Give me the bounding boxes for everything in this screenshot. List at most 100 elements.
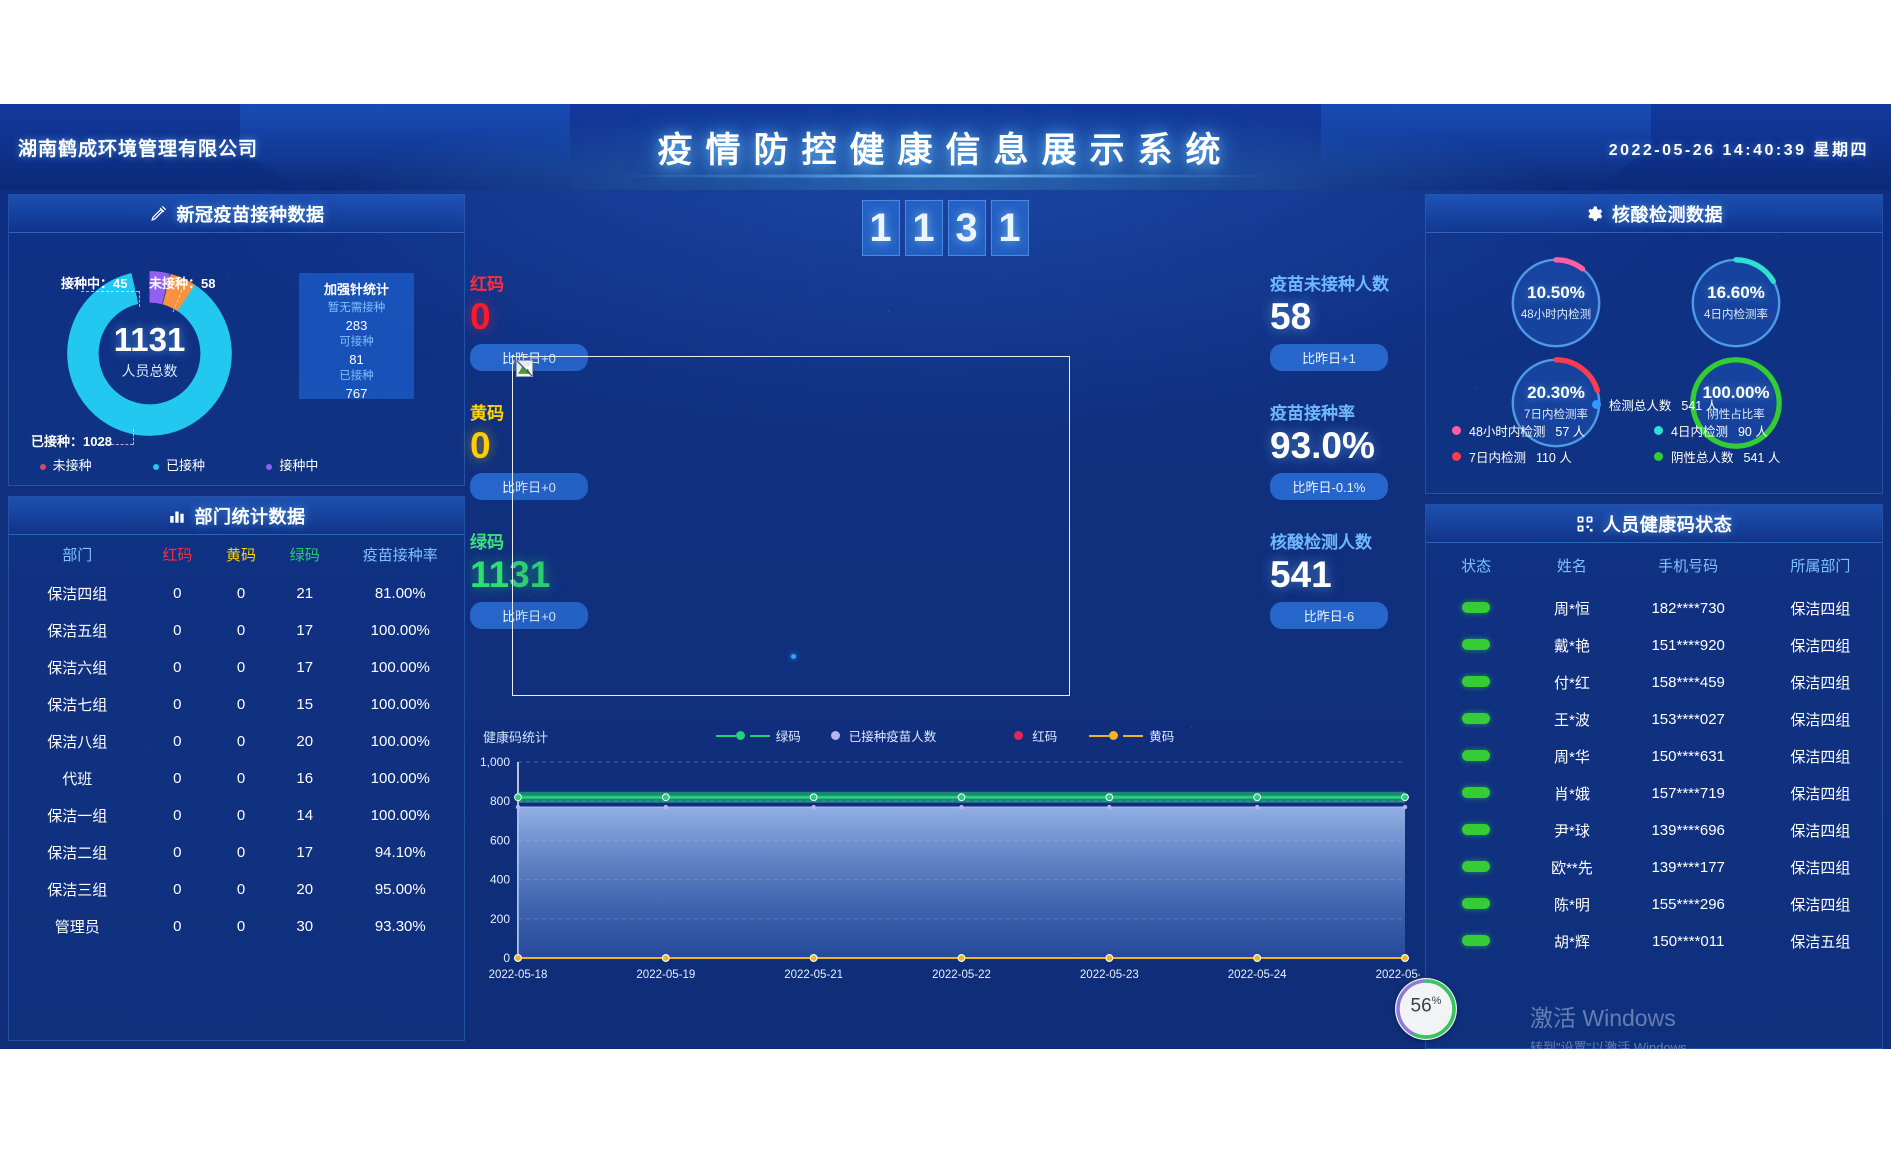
list-item[interactable]: 肖*娥 157****719 保洁四组 bbox=[1426, 775, 1882, 812]
map-visualization-area[interactable] bbox=[512, 356, 1070, 696]
list-item[interactable]: 戴*艳 151****920 保洁四组 bbox=[1426, 627, 1882, 664]
chart-legend-item-vaccinated[interactable]: 已接种疫苗人数 bbox=[830, 726, 936, 745]
nat-legend-label-48h: 48小时内检测 bbox=[1469, 425, 1546, 439]
status-badge bbox=[1462, 639, 1491, 650]
chart-point[interactable] bbox=[811, 804, 816, 810]
vaccine-donut-wrap: 1131 人员总数 接种中：45 未接种：58 已接种：1028 未接种 已接种… bbox=[9, 233, 466, 485]
table-row[interactable]: 保洁二组 0 0 17 94.10% bbox=[9, 834, 464, 871]
chart-point[interactable] bbox=[1253, 793, 1262, 802]
list-item[interactable]: 陈*明 155****296 保洁四组 bbox=[1426, 886, 1882, 923]
qr-code-icon bbox=[1577, 516, 1593, 531]
table-row[interactable]: 保洁三组 0 0 20 95.00% bbox=[9, 871, 464, 908]
metric-unvaccinated-value: 58 bbox=[1270, 296, 1312, 337]
gear-icon bbox=[1588, 206, 1603, 221]
table-row[interactable]: 保洁四组 0 0 21 81.00% bbox=[9, 575, 464, 612]
chart-point[interactable] bbox=[515, 804, 521, 810]
cell-dept: 保洁八组 bbox=[47, 734, 108, 751]
donut-legend-item[interactable]: 未接种 bbox=[39, 455, 92, 474]
metric-yellow-code-value: 0 bbox=[470, 424, 491, 466]
donut-legend-item[interactable]: 已接种 bbox=[152, 455, 205, 474]
booster-key-0: 暂无需接种 bbox=[327, 302, 386, 314]
gauge-4d: 16.60% 4日内检测率 bbox=[1688, 255, 1784, 351]
table-row[interactable]: 保洁八组 0 0 20 100.00% bbox=[9, 723, 464, 760]
download-progress-indicator[interactable]: 56% bbox=[1395, 978, 1457, 1040]
table-row[interactable]: 管理员 0 0 30 93.30% bbox=[9, 908, 464, 945]
list-item[interactable]: 胡*辉 150****011 保洁五组 bbox=[1426, 923, 1882, 960]
cell-red: 0 bbox=[173, 696, 182, 713]
metric-vaccination-rate-label: 疫苗接种率 bbox=[1270, 403, 1355, 423]
chart-point[interactable] bbox=[959, 804, 964, 810]
chart-point[interactable] bbox=[661, 793, 670, 802]
chart-point[interactable] bbox=[661, 954, 670, 962]
booster-title: 加强针统计 bbox=[323, 282, 389, 297]
cell-green: 15 bbox=[296, 696, 314, 713]
cell-phone: 139****177 bbox=[1651, 859, 1725, 876]
progress-ring bbox=[1396, 979, 1456, 1039]
table-row[interactable]: 保洁七组 0 0 15 100.00% bbox=[9, 686, 464, 723]
cell-status bbox=[1426, 590, 1526, 627]
chart-point[interactable] bbox=[809, 954, 818, 962]
nat-panel-title: 核酸检测数据 bbox=[1426, 195, 1882, 233]
dept-stats-panel: 部门统计数据 部门 红码 黄码 绿码 疫苗接种率 保洁四组 0 0 21 81.00% 保… bbox=[8, 496, 465, 1041]
nat-legend-item-total[interactable]: 检测总人数 541 人 bbox=[1591, 395, 1718, 414]
chart-point[interactable] bbox=[1105, 954, 1114, 962]
chart-legend-item-green[interactable]: 绿码 bbox=[715, 726, 801, 745]
chart-legend-item-red[interactable]: 红码 bbox=[1014, 726, 1057, 745]
chart-point[interactable] bbox=[1253, 954, 1262, 962]
list-item[interactable]: 王*波 153****027 保洁四组 bbox=[1426, 701, 1882, 738]
list-item[interactable]: 周*华 150****631 保洁四组 bbox=[1426, 738, 1882, 775]
cell-dept: 保洁五组 bbox=[1790, 934, 1851, 951]
chart-point[interactable] bbox=[514, 954, 522, 962]
left-metric-column: 红码 0 比昨日+0 黄码 0 比昨日+0 绿码 1131 比昨日+0 bbox=[470, 270, 620, 657]
cell-green: 17 bbox=[296, 622, 314, 639]
chart-point[interactable] bbox=[957, 793, 966, 802]
chart-legend-item-yellow[interactable]: 黄码 bbox=[1089, 726, 1174, 745]
list-item[interactable]: 付*红 158****459 保洁四组 bbox=[1426, 664, 1882, 701]
cell-phone: 157****719 bbox=[1651, 785, 1725, 802]
chart-point[interactable] bbox=[663, 804, 669, 810]
chart-point[interactable] bbox=[1107, 804, 1112, 810]
chart-point[interactable] bbox=[809, 793, 818, 802]
health-col-name: 姓名 bbox=[1556, 558, 1587, 575]
booster-value-1: 81 bbox=[349, 351, 364, 367]
cell-green: 20 bbox=[296, 881, 314, 898]
legend-label-vaccinated: 已接种 bbox=[165, 458, 205, 473]
nat-legend-item-4d[interactable]: 4日内检测 90 人 bbox=[1654, 421, 1846, 440]
metric-vaccination-rate-delta: 比昨日-0.1% bbox=[1270, 472, 1388, 500]
cell-dept: 保洁二组 bbox=[47, 845, 108, 862]
chart-point[interactable] bbox=[1254, 804, 1260, 810]
nat-legend-label-total: 检测总人数 bbox=[1608, 399, 1672, 413]
health-col-phone: 手机号码 bbox=[1658, 558, 1719, 575]
metric-green-code: 绿码 1131 比昨日+0 bbox=[470, 528, 620, 629]
list-item[interactable]: 周*恒 182****730 保洁四组 bbox=[1426, 590, 1882, 627]
cell-yellow: 0 bbox=[236, 622, 246, 639]
cell-dept: 保洁五组 bbox=[47, 623, 108, 640]
health-panel-title-text: 人员健康码状态 bbox=[1602, 514, 1733, 535]
chart-point[interactable] bbox=[1402, 804, 1408, 810]
chart-area-fill bbox=[518, 807, 1405, 958]
chart-point[interactable] bbox=[514, 793, 522, 802]
cell-status bbox=[1426, 849, 1526, 886]
table-row[interactable]: 代班 0 0 16 100.00% bbox=[9, 760, 464, 797]
y-axis-tick-label: 800 bbox=[490, 794, 510, 808]
nat-legend-item-7d[interactable]: 7日内检测 110 人 bbox=[1452, 447, 1636, 466]
list-item[interactable]: 尹*球 139****696 保洁四组 bbox=[1426, 812, 1882, 849]
table-row[interactable]: 保洁六组 0 0 17 100.00% bbox=[9, 649, 464, 686]
nat-legend-item-negative[interactable]: 阴性总人数 541 人 bbox=[1654, 447, 1846, 466]
chart-point[interactable] bbox=[1401, 954, 1409, 962]
label-vaccinated: 已接种：1028 bbox=[31, 434, 112, 449]
chart-point[interactable] bbox=[1105, 793, 1114, 802]
x-axis-tick-label: 2022-05-21 bbox=[784, 969, 843, 981]
nat-legend-row-2: 7日内检测 110 人 阴性总人数 541 人 bbox=[1426, 447, 1884, 466]
table-row[interactable]: 保洁五组 0 0 17 100.00% bbox=[9, 612, 464, 649]
chart-point[interactable] bbox=[1401, 793, 1409, 802]
chart-point[interactable] bbox=[957, 954, 966, 962]
table-row[interactable]: 保洁一组 0 0 14 100.00% bbox=[9, 797, 464, 834]
nat-legend-item-48h[interactable]: 48小时内检测 57 人 bbox=[1452, 421, 1636, 440]
y-axis-tick-label: 0 bbox=[503, 951, 510, 965]
cell-yellow: 0 bbox=[236, 696, 246, 713]
dept-panel-title: 部门统计数据 bbox=[9, 497, 464, 535]
broken-image-icon bbox=[516, 360, 533, 377]
list-item[interactable]: 欧**先 139****177 保洁四组 bbox=[1426, 849, 1882, 886]
donut-legend-item[interactable]: 接种中 bbox=[266, 455, 318, 474]
